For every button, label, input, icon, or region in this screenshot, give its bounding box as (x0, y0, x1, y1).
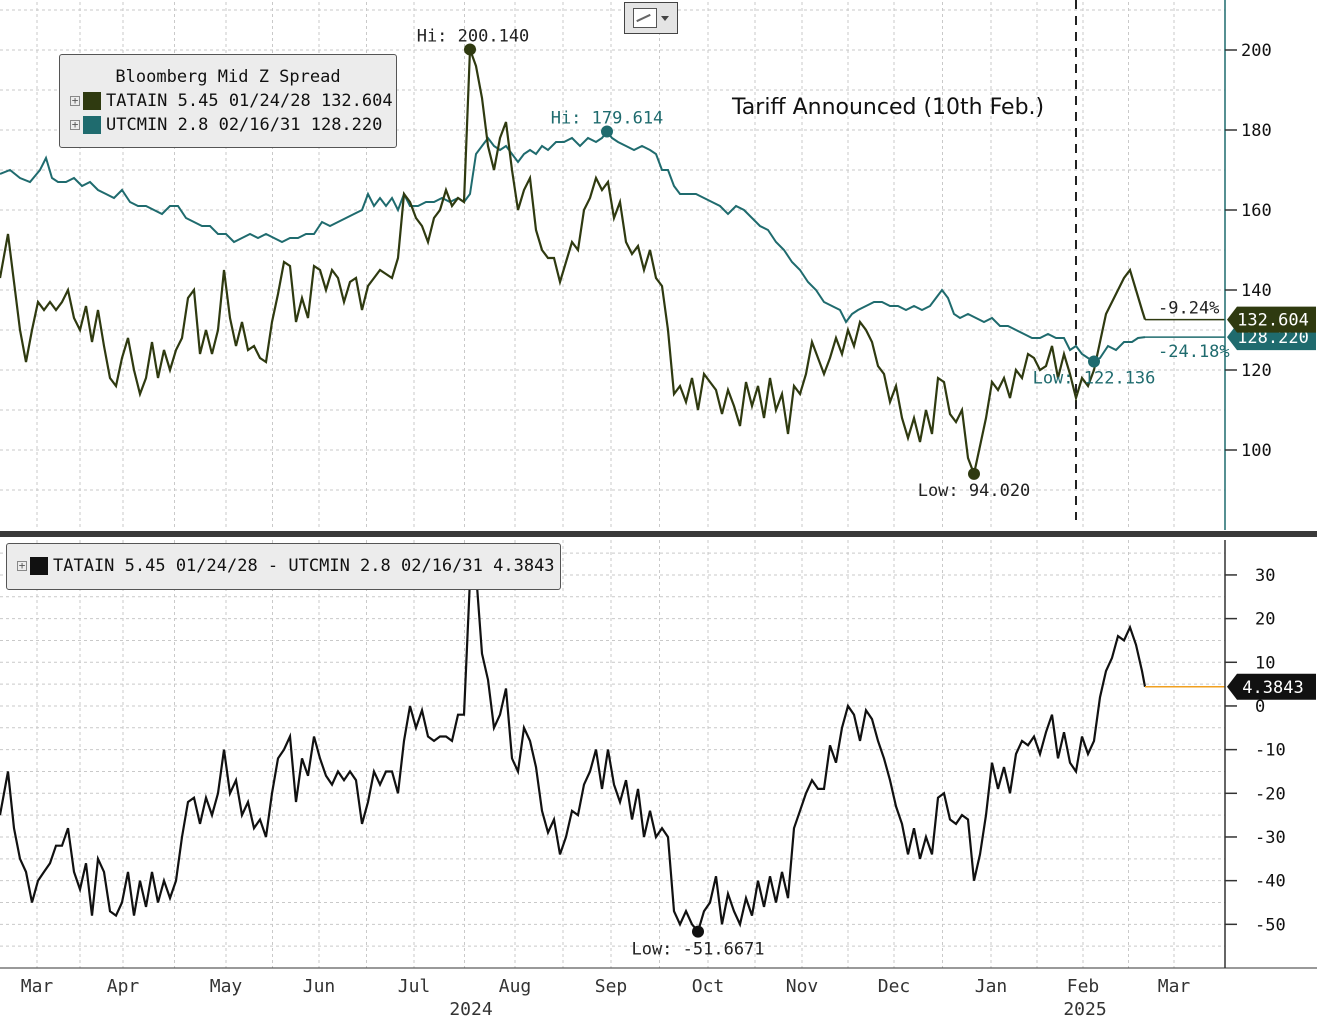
line-chart-icon (633, 8, 657, 28)
y-tick-label-top: 120 (1241, 361, 1272, 381)
x-tick-label: Jan (975, 976, 1008, 997)
change-label-utcmin: -24.18% (1158, 342, 1230, 362)
y-tick-label-bottom: 30 (1255, 566, 1275, 586)
low-label-spread: Low: -51.6671 (631, 940, 764, 960)
top-legend: Bloomberg Mid Z Spread + TATAIN 5.45 01/… (59, 54, 397, 148)
legend-name-tatain: TATAIN 5.45 01/24/28 (106, 91, 311, 111)
legend-value-utcmin: 128.220 (310, 115, 383, 135)
legend-value-tatain: 132.604 (320, 91, 393, 111)
expand-icon[interactable]: + (70, 94, 80, 107)
legend-title-text: Bloomberg Mid Z Spread (115, 67, 341, 87)
change-label-tatain: -9.24% (1158, 299, 1219, 319)
legend-item-spread[interactable]: + TATAIN 5.45 01/24/28 - UTCMIN 2.8 02/1… (7, 554, 560, 578)
legend-item-tatain[interactable]: + TATAIN 5.45 01/24/28 132.604 (60, 89, 396, 113)
x-tick-label: Aug (499, 976, 532, 997)
x-tick-label: May (210, 976, 243, 997)
y-tick-label-top: 140 (1241, 281, 1272, 301)
last-tag-spread-text: 4.3843 (1242, 678, 1303, 698)
y-tick-label-top: 200 (1241, 41, 1272, 61)
y-tick-label-bottom: -20 (1255, 784, 1286, 804)
legend-swatch-tatain (83, 92, 101, 110)
low-label-tatain: Low: 94.020 (918, 481, 1031, 501)
series-line-spread (0, 569, 1147, 934)
legend-value-spread: 4.3843 (493, 556, 555, 576)
hi-point-tatain (464, 43, 476, 56)
series-line-tatain (0, 49, 1147, 478)
hi-label-tatain: Hi: 200.140 (417, 26, 530, 46)
low-point-utcmin (1088, 355, 1100, 368)
x-tick-label: Feb (1067, 976, 1100, 997)
y-tick-label-bottom: 0 (1255, 697, 1265, 717)
low-label-utcmin: Low: 122.136 (1033, 368, 1156, 388)
legend-item-utcmin[interactable]: + UTCMIN 2.8 02/16/31 128.220 (60, 113, 396, 137)
legend-title: Bloomberg Mid Z Spread (60, 65, 396, 89)
hi-label-utcmin: Hi: 179.614 (551, 109, 664, 129)
series-line-utcmin (0, 129, 1146, 363)
x-tick-label: Oct (692, 976, 725, 997)
x-year-label: 2025 (1063, 999, 1106, 1017)
y-tick-label-top: 180 (1241, 121, 1272, 141)
chevron-down-icon (661, 15, 669, 21)
expand-icon[interactable]: + (17, 559, 27, 572)
y-tick-label-top: 160 (1241, 201, 1272, 221)
x-tick-label: Jul (398, 976, 431, 997)
last-tag-tatain-bg (1227, 306, 1316, 333)
top-panel-grid (0, 2, 1225, 530)
y-tick-label-bottom: -30 (1255, 828, 1286, 848)
expand-icon[interactable]: + (70, 118, 80, 131)
legend-name-spread: TATAIN 5.45 01/24/28 - UTCMIN 2.8 02/16/… (53, 556, 483, 576)
low-point-spread (692, 925, 704, 938)
x-tick-label: Sep (595, 976, 628, 997)
y-tick-label-bottom: 10 (1255, 653, 1275, 673)
last-tag-tatain-text: 132.604 (1237, 311, 1309, 331)
last-tag-spread-bg (1227, 673, 1316, 700)
last-tag-utcmin-text: 128.220 (1237, 328, 1309, 348)
legend-swatch-utcmin (83, 116, 101, 134)
hi-point-utcmin (601, 125, 613, 138)
bottom-panel-grid (0, 540, 1225, 968)
x-tick-label: Mar (1158, 976, 1191, 997)
y-tick-label-top: 100 (1241, 441, 1272, 461)
x-tick-label: Mar (21, 976, 54, 997)
chart-type-button[interactable] (624, 2, 678, 34)
y-tick-label-bottom: -10 (1255, 741, 1286, 761)
y-tick-label-bottom: -40 (1255, 872, 1286, 892)
legend-swatch-spread (30, 557, 48, 575)
x-tick-label: Nov (786, 976, 819, 997)
y-tick-label-bottom: -50 (1255, 915, 1286, 935)
panel-divider (0, 531, 1317, 537)
top-panel-plot: Tariff Announced (10th Feb.) Hi: 200.140 L… (0, 0, 1316, 520)
legend-name-utcmin: UTCMIN 2.8 02/16/31 (106, 115, 301, 135)
bottom-legend: + TATAIN 5.45 01/24/28 - UTCMIN 2.8 02/1… (6, 543, 561, 590)
x-tick-label: Dec (878, 976, 911, 997)
x-tick-label: Apr (107, 976, 140, 997)
event-annotation: Tariff Announced (10th Feb.) (731, 95, 1044, 120)
x-year-label: 2024 (449, 999, 492, 1017)
y-tick-label-bottom: 20 (1255, 610, 1275, 630)
x-tick-label: Jun (303, 976, 336, 997)
low-point-tatain (968, 467, 980, 480)
